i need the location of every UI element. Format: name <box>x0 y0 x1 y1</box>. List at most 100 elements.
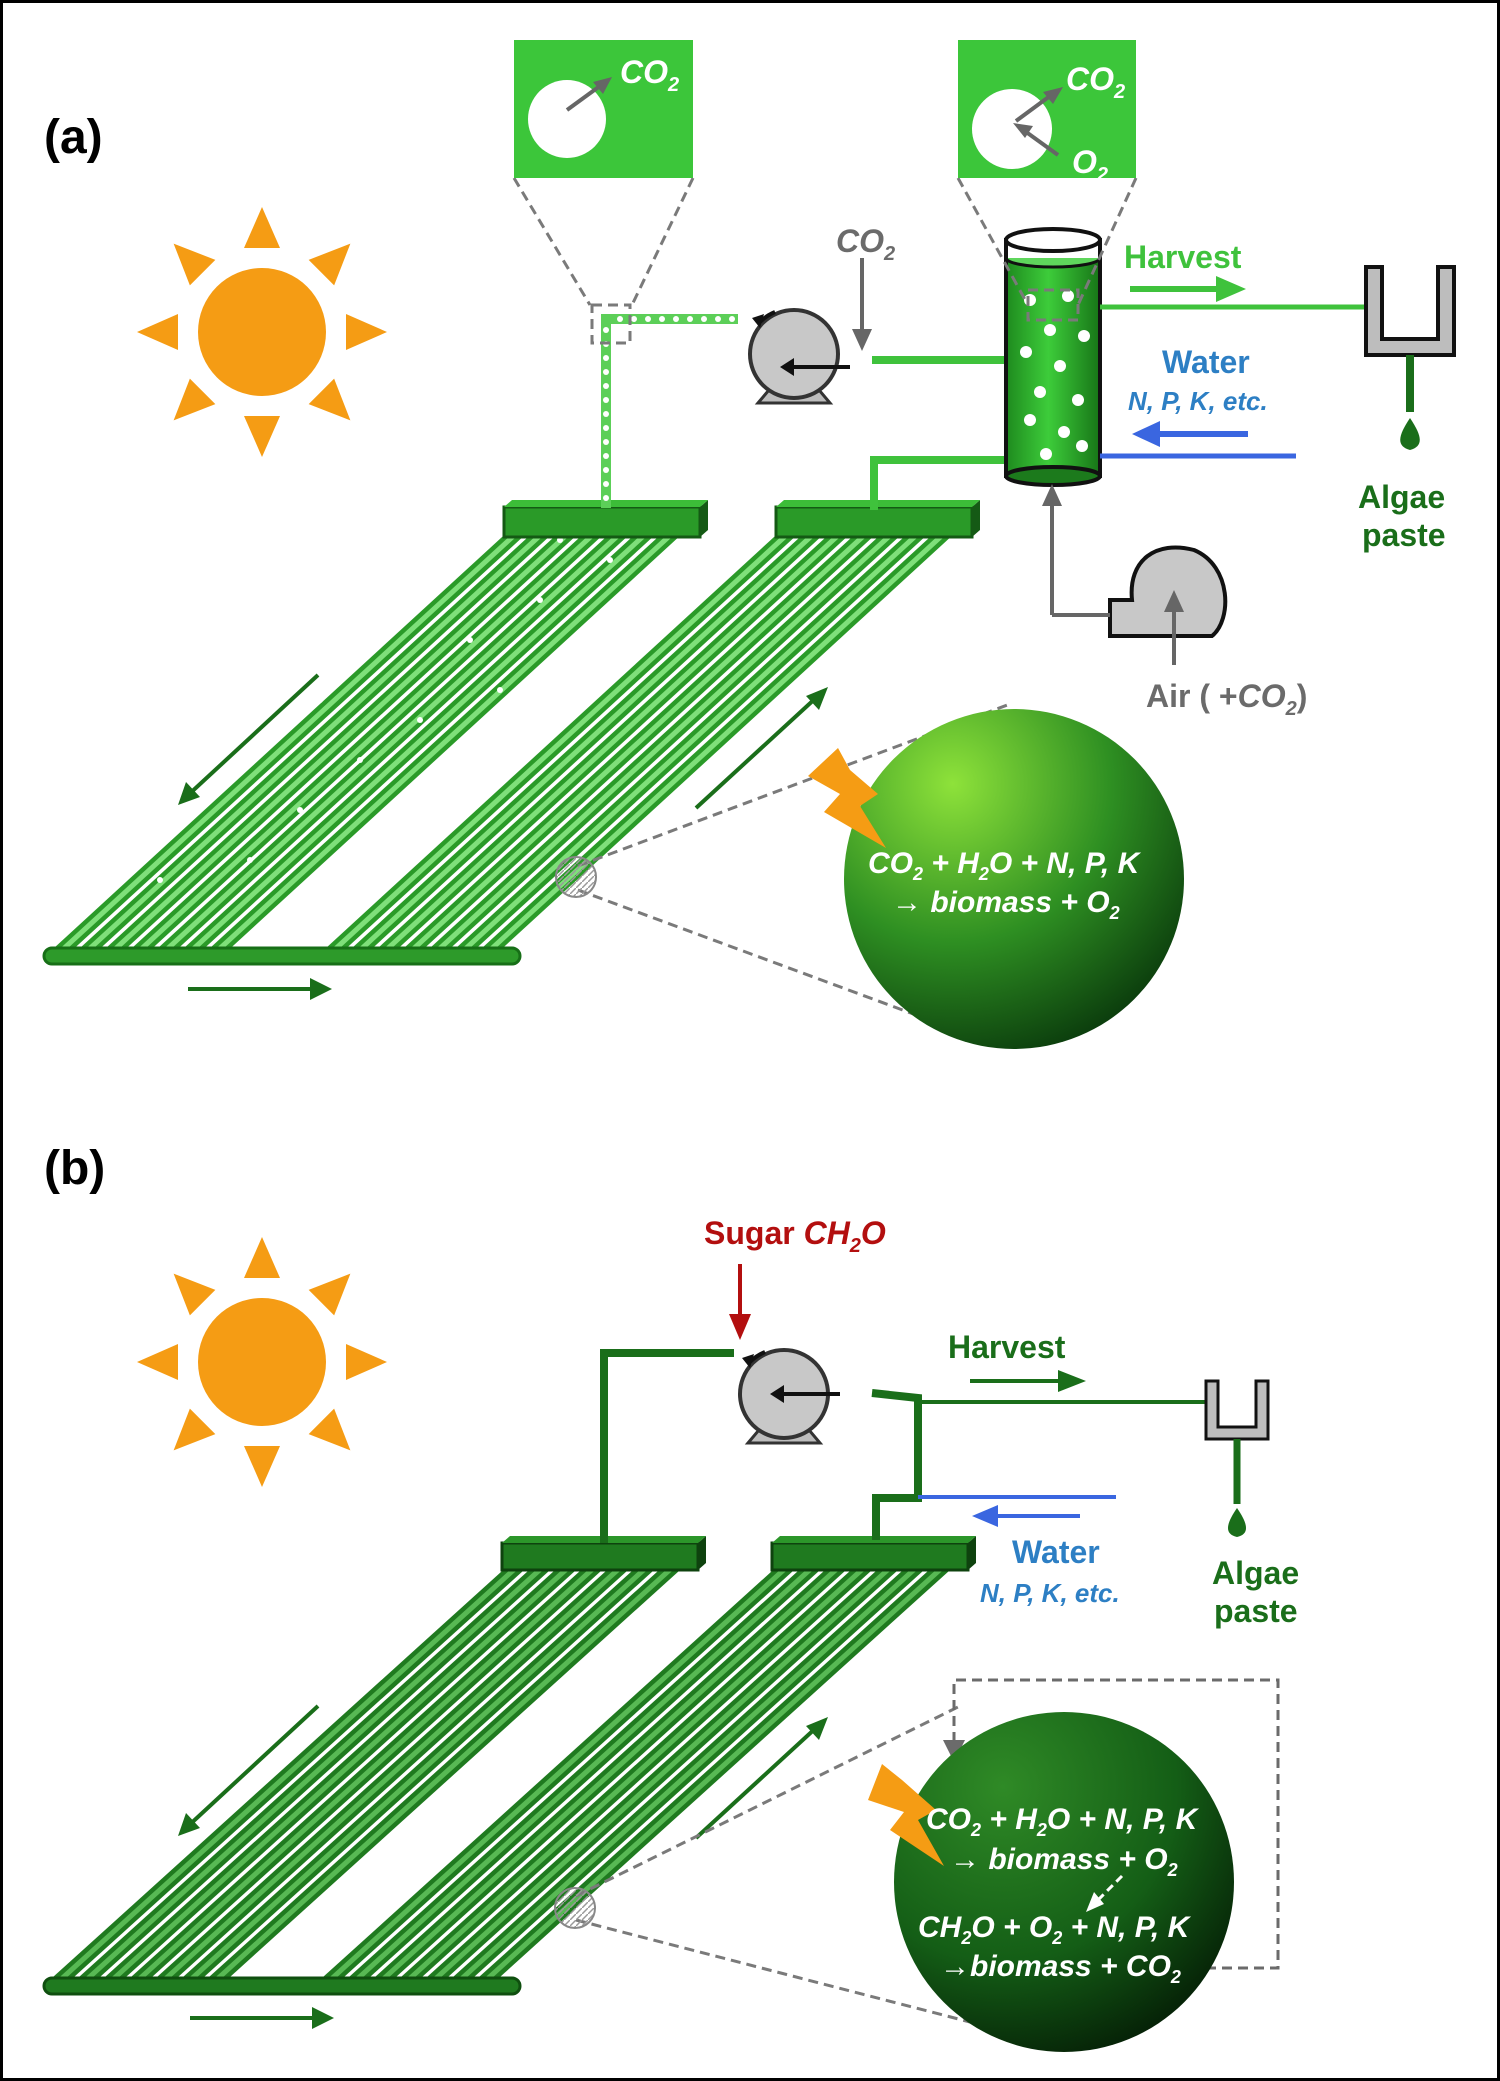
water-label: Water <box>1162 344 1250 380</box>
zoom-spot-b <box>554 1887 596 1929</box>
bubble <box>447 577 453 583</box>
bubble <box>659 316 665 322</box>
top-manifold-right <box>770 1536 976 1572</box>
bubble <box>497 687 503 693</box>
bubble <box>673 316 679 322</box>
bubble <box>1034 386 1046 398</box>
tube-array-left <box>51 1559 681 1989</box>
flow-arrow-up-right <box>694 687 828 810</box>
nutrients-label: N, P, K, etc. <box>1128 386 1268 416</box>
tube-highlight <box>403 1563 869 1985</box>
tube-highlight <box>325 1563 791 1985</box>
tube-highlight <box>351 1563 817 1985</box>
panel-b: (b) <box>42 1142 1299 2052</box>
bubble <box>1024 294 1036 306</box>
water-feed: Water N, P, K, etc. <box>1100 344 1296 459</box>
bubble <box>1058 426 1070 438</box>
air-blower-icon: Air ( +CO2) <box>1042 484 1307 720</box>
tube-highlight <box>355 527 821 955</box>
tube-highlight <box>57 527 523 955</box>
bubble <box>645 316 651 322</box>
separator-icon: Algae paste <box>1358 265 1456 553</box>
harvest-label: Harvest <box>948 1329 1066 1365</box>
co2-input-label: CO2 <box>836 223 895 265</box>
bubble <box>1054 360 1066 372</box>
air-label: Air ( +CO2) <box>1146 678 1307 720</box>
bubble <box>1078 330 1090 342</box>
inset-co2-release: CO2 <box>514 40 693 178</box>
bubble <box>617 316 623 322</box>
algae-paste-label-1: Algae <box>1212 1555 1299 1591</box>
bubble <box>1062 290 1074 302</box>
pump-icon <box>738 1348 840 1445</box>
bubble <box>603 495 609 501</box>
flow-arrow-bottom <box>190 2007 334 2029</box>
tube-highlight <box>107 1563 573 1985</box>
recycle-loop <box>952 1678 1280 1970</box>
bubble <box>1040 448 1052 460</box>
inset-right-o2: O2 <box>1072 144 1108 186</box>
bubble <box>1020 346 1032 358</box>
riser-pipe <box>601 314 738 508</box>
reaction-b-line4: →biomass + CO2 <box>940 1950 1181 1987</box>
bubble <box>467 637 473 643</box>
bubble <box>603 467 609 473</box>
sugar-label: Sugar CH2O <box>704 1215 886 1257</box>
bubble <box>1024 414 1036 426</box>
bubble <box>417 717 423 723</box>
degassing-column <box>1004 227 1102 487</box>
algae-paste-label-1: Algae <box>1358 479 1445 515</box>
tube-highlight <box>211 1563 677 1985</box>
zoom-lines-left-inset <box>512 177 695 345</box>
tube-array-right <box>321 1559 951 1989</box>
bubble <box>603 481 609 487</box>
tube-highlight <box>109 527 575 955</box>
tube-highlight <box>81 1563 547 1985</box>
flow-arrow-down-left <box>178 673 320 805</box>
tube-highlight <box>377 1563 843 1985</box>
harvest-line: Harvest <box>918 1329 1208 1404</box>
zoom-lines-cell-b <box>575 1704 971 2024</box>
riser-pipe <box>600 1349 734 1543</box>
tube-highlight <box>83 527 549 955</box>
flow-arrow-bottom <box>188 978 332 1000</box>
panel-b-label: (b) <box>44 1142 105 1195</box>
tube-highlight <box>381 527 847 955</box>
bubble <box>1072 394 1084 406</box>
bubble <box>603 411 609 417</box>
bubble <box>357 757 363 763</box>
water-label: Water <box>1012 1534 1100 1570</box>
panel-a: (a) <box>42 40 1456 1049</box>
inset-left-co2: CO2 <box>620 54 679 96</box>
tube-highlight <box>159 1563 625 1985</box>
bubble <box>247 857 253 863</box>
tube-highlight <box>133 1563 599 1985</box>
zoom-lines-right-inset <box>956 177 1138 322</box>
tube-highlight <box>329 527 795 955</box>
tube-highlight <box>185 1563 651 1985</box>
bubble <box>603 397 609 403</box>
bubble <box>317 697 323 703</box>
water-feed: Water N, P, K, etc. <box>918 1495 1120 1608</box>
panel-a-label: (a) <box>44 111 103 164</box>
bubble <box>603 369 609 375</box>
bubble <box>687 316 693 322</box>
pump-icon <box>748 308 850 405</box>
bubble <box>603 439 609 445</box>
tube-highlight <box>135 527 601 955</box>
bubble <box>607 557 613 563</box>
reaction-a-line2: → biomass + O2 <box>892 886 1120 923</box>
bubble <box>701 316 707 322</box>
algal-cell-a <box>844 709 1184 1049</box>
co2-injection-arrow: CO2 <box>836 223 895 351</box>
tube-highlight <box>187 527 653 955</box>
tube-array-right <box>325 523 955 959</box>
bubble <box>603 355 609 361</box>
bubble <box>1044 324 1056 336</box>
bubble <box>603 453 609 459</box>
harvest-label: Harvest <box>1124 239 1242 275</box>
bubble <box>715 316 721 322</box>
bottom-manifold <box>42 946 522 966</box>
